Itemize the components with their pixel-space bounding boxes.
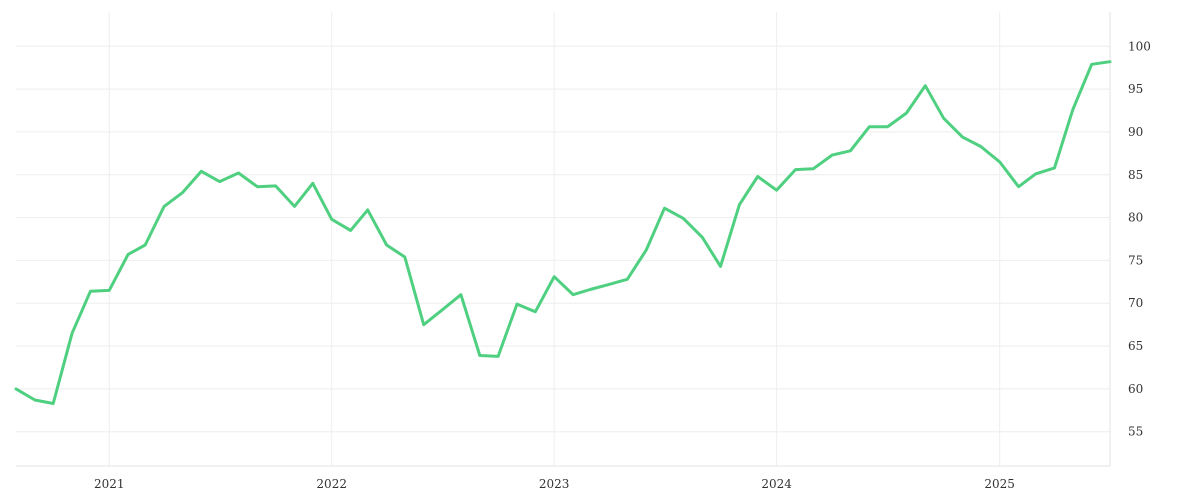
data-point: [1034, 173, 1036, 175]
data-point: [367, 209, 369, 211]
data-point: [256, 186, 258, 188]
data-point: [52, 402, 54, 404]
data-point: [497, 355, 499, 357]
data-point: [404, 256, 406, 258]
data-point: [905, 112, 907, 114]
data-point: [423, 324, 425, 326]
series-layer: [14, 60, 1112, 405]
data-point: [663, 207, 665, 209]
axes: [16, 12, 1111, 467]
data-point: [163, 205, 165, 207]
data-point: [15, 388, 17, 390]
data-point: [534, 311, 536, 313]
data-point: [626, 278, 628, 280]
data-point: [794, 168, 796, 170]
y-tick-label: 100: [1128, 39, 1151, 53]
data-point: [89, 290, 91, 292]
x-tick-label: 2023: [539, 477, 570, 491]
data-point: [886, 126, 888, 128]
data-point: [924, 85, 926, 87]
data-point: [218, 180, 220, 182]
series-line: [14, 60, 1112, 405]
data-point: [1017, 186, 1019, 188]
data-point: [757, 175, 759, 177]
y-tick-label: 95: [1128, 82, 1143, 96]
tick-labels: 55 60 65 70 75 80 85 90 95 100 2021 2022 2023 2024 202…: [94, 39, 1151, 491]
y-tick-label: 70: [1128, 296, 1143, 310]
data-point: [572, 294, 574, 296]
data-point: [441, 309, 443, 311]
y-tick-label: 55: [1128, 425, 1143, 439]
data-point: [312, 182, 314, 184]
data-point: [1072, 109, 1074, 111]
data-point: [608, 283, 610, 285]
data-point: [460, 294, 462, 296]
data-point: [980, 145, 982, 147]
data-point: [849, 150, 851, 152]
y-tick-label: 60: [1128, 382, 1143, 396]
data-point: [719, 265, 721, 267]
data-point: [479, 354, 481, 356]
data-point: [274, 185, 276, 187]
data-point: [331, 218, 333, 220]
data-point: [1091, 63, 1093, 65]
data-point: [200, 170, 202, 172]
data-point: [868, 126, 870, 128]
data-point: [961, 136, 963, 138]
data-point: [682, 217, 684, 219]
data-point: [349, 229, 351, 231]
data-point: [553, 276, 555, 278]
data-point: [108, 289, 110, 291]
y-tick-label: 75: [1128, 253, 1143, 267]
x-tick-label: 2025: [984, 477, 1015, 491]
data-point: [181, 192, 183, 194]
data-point: [775, 189, 777, 191]
data-point: [999, 161, 1001, 163]
data-point: [127, 253, 129, 255]
x-tick-label: 2024: [761, 477, 792, 491]
data-point: [516, 303, 518, 305]
data-point: [942, 117, 944, 119]
y-tick-label: 90: [1128, 125, 1143, 139]
data-point: [1109, 61, 1111, 63]
data-point: [589, 288, 591, 290]
data-point: [144, 244, 146, 246]
y-tick-label: 65: [1128, 339, 1143, 353]
grid: [16, 12, 1110, 466]
data-point: [1053, 167, 1055, 169]
x-tick-label: 2021: [94, 477, 125, 491]
x-tick-label: 2022: [316, 477, 347, 491]
data-point: [645, 249, 647, 251]
data-point: [812, 168, 814, 170]
data-point: [71, 332, 73, 334]
data-point: [701, 236, 703, 238]
data-point: [293, 205, 295, 207]
y-tick-label: 80: [1128, 211, 1143, 225]
data-point: [237, 172, 239, 174]
y-tick-label: 85: [1128, 168, 1143, 182]
data-point: [738, 204, 740, 206]
data-point: [34, 399, 36, 401]
data-point: [831, 154, 833, 156]
data-point: [385, 244, 387, 246]
